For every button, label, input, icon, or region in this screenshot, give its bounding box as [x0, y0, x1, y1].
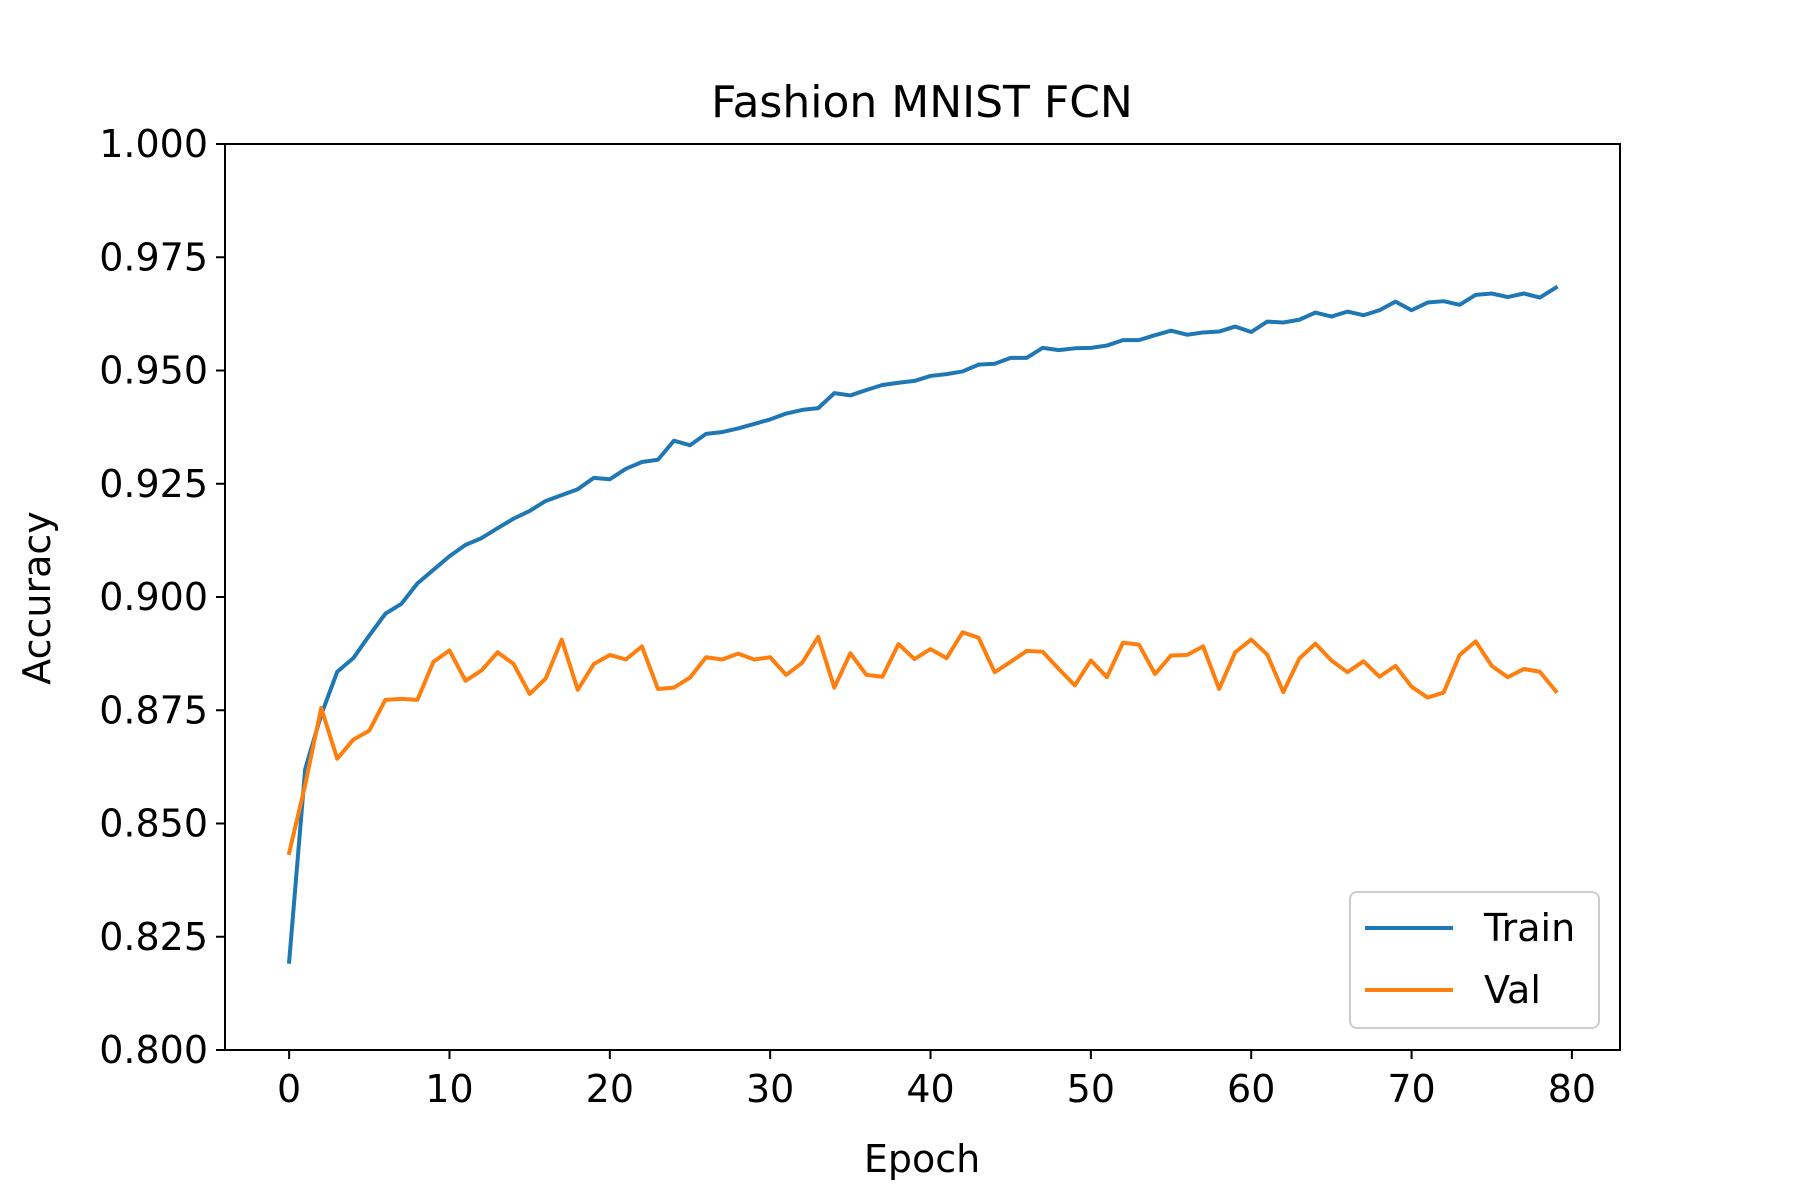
x-tick-label: 20 — [586, 1067, 634, 1111]
x-tick-label: 70 — [1387, 1067, 1435, 1111]
x-tick-label: 60 — [1227, 1067, 1275, 1111]
y-tick-label: 0.925 — [99, 462, 208, 506]
y-tick-label: 1.000 — [99, 122, 208, 166]
x-tick-label: 10 — [425, 1067, 473, 1111]
x-tick-label: 0 — [277, 1067, 301, 1111]
legend-label-train: Train — [1483, 906, 1575, 950]
y-axis-label: Accuracy — [15, 511, 59, 685]
x-tick-label: 40 — [906, 1067, 954, 1111]
chart-title: Fashion MNIST FCN — [711, 77, 1133, 128]
x-axis-label: Epoch — [864, 1137, 980, 1181]
y-tick-label: 0.850 — [99, 802, 208, 846]
x-tick-label: 30 — [746, 1067, 794, 1111]
y-tick-label: 0.950 — [99, 349, 208, 393]
y-axis-ticks: 0.800 0.825 0.850 0.875 0.900 0.925 0.950 0.975… — [99, 122, 225, 1072]
y-tick-label: 0.800 — [99, 1028, 208, 1072]
series-line-val — [286, 630, 1559, 856]
y-tick-label: 0.825 — [99, 915, 208, 959]
x-tick-label: 80 — [1548, 1067, 1596, 1111]
y-tick-label: 0.900 — [99, 575, 208, 619]
y-tick-label: 0.875 — [99, 688, 208, 732]
legend-label-val: Val — [1484, 968, 1541, 1012]
legend: Train Val — [1349, 891, 1600, 1029]
y-tick-label: 0.975 — [99, 235, 208, 279]
x-axis-ticks: 0 10 20 30 40 50 60 70 80 — [277, 1050, 1596, 1111]
series-line-train — [286, 284, 1559, 964]
x-tick-label: 50 — [1067, 1067, 1115, 1111]
series-layer — [286, 284, 1559, 964]
